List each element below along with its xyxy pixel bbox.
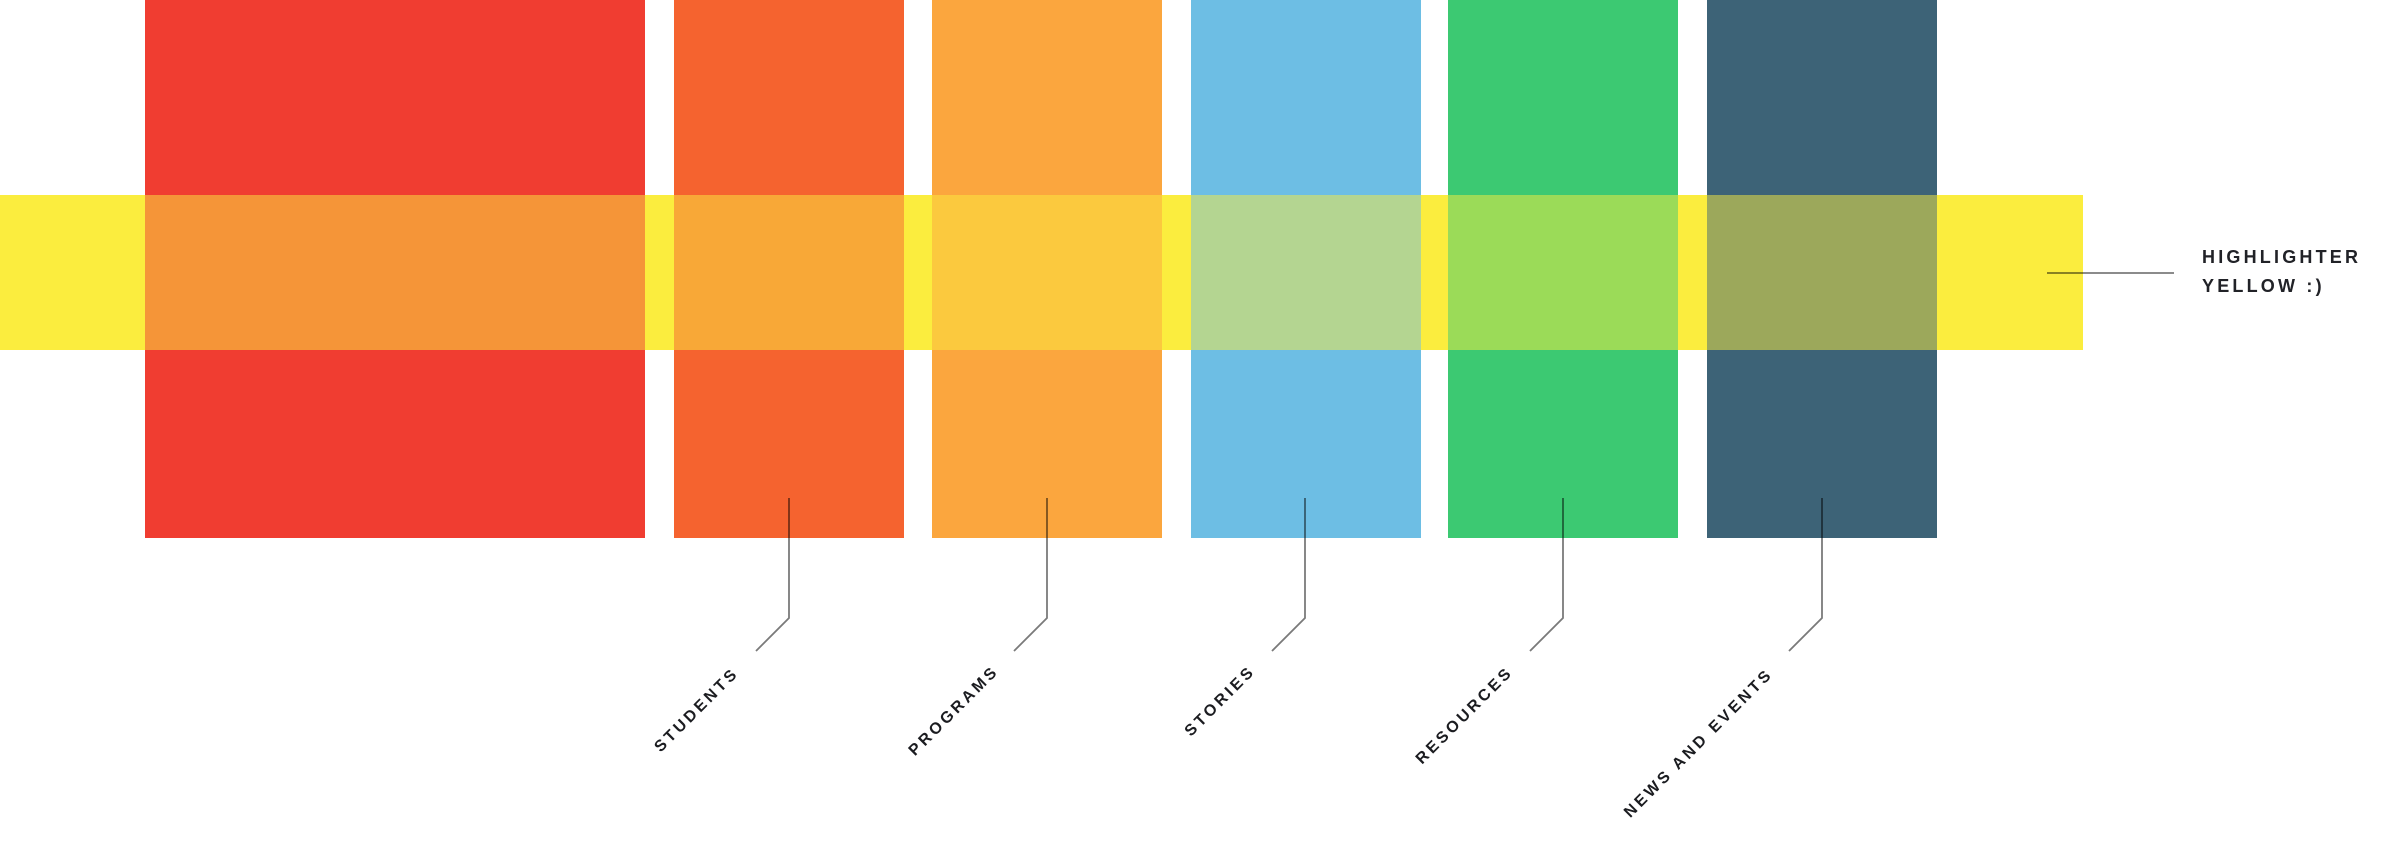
highlighter-label: HIGHLIGHTER YELLOW :): [2202, 243, 2361, 301]
column-students-mid-segment: [674, 195, 904, 350]
column-red-mid-segment: [145, 195, 645, 350]
column-students-bot-segment: [674, 350, 904, 538]
column-programs-bot-segment: [932, 350, 1162, 538]
label-students: STUDENTS: [651, 664, 743, 756]
column-resources-mid-segment: [1448, 195, 1678, 350]
column-stories-bot-segment: [1191, 350, 1421, 538]
column-resources-top-segment: [1448, 0, 1678, 195]
column-resources-bot-segment: [1448, 350, 1678, 538]
column-stories-mid-segment: [1191, 195, 1421, 350]
column-news-and-events-mid-segment: [1707, 195, 1937, 350]
column-resources: [1448, 0, 1678, 538]
column-programs-top-segment: [932, 0, 1162, 195]
column-students-top-segment: [674, 0, 904, 195]
column-programs-mid-segment: [932, 195, 1162, 350]
column-news-and-events-top-segment: [1707, 0, 1937, 195]
column-red-bot-segment: [145, 350, 645, 538]
label-stories: STORIES: [1181, 662, 1259, 740]
column-news-and-events: [1707, 0, 1937, 538]
column-programs: [932, 0, 1162, 538]
column-red-top-segment: [145, 0, 645, 195]
column-students: [674, 0, 904, 538]
label-resources: RESOURCES: [1412, 663, 1517, 768]
column-stories-top-segment: [1191, 0, 1421, 195]
column-stories: [1191, 0, 1421, 538]
column-red: [145, 0, 645, 538]
label-programs: PROGRAMS: [905, 662, 1003, 760]
column-news-and-events-bot-segment: [1707, 350, 1937, 538]
highlighter-label-line2: YELLOW :): [2202, 276, 2325, 296]
label-news-and-events: NEWS AND EVENTS: [1621, 665, 1777, 822]
highlighter-label-line1: HIGHLIGHTER: [2202, 247, 2362, 267]
